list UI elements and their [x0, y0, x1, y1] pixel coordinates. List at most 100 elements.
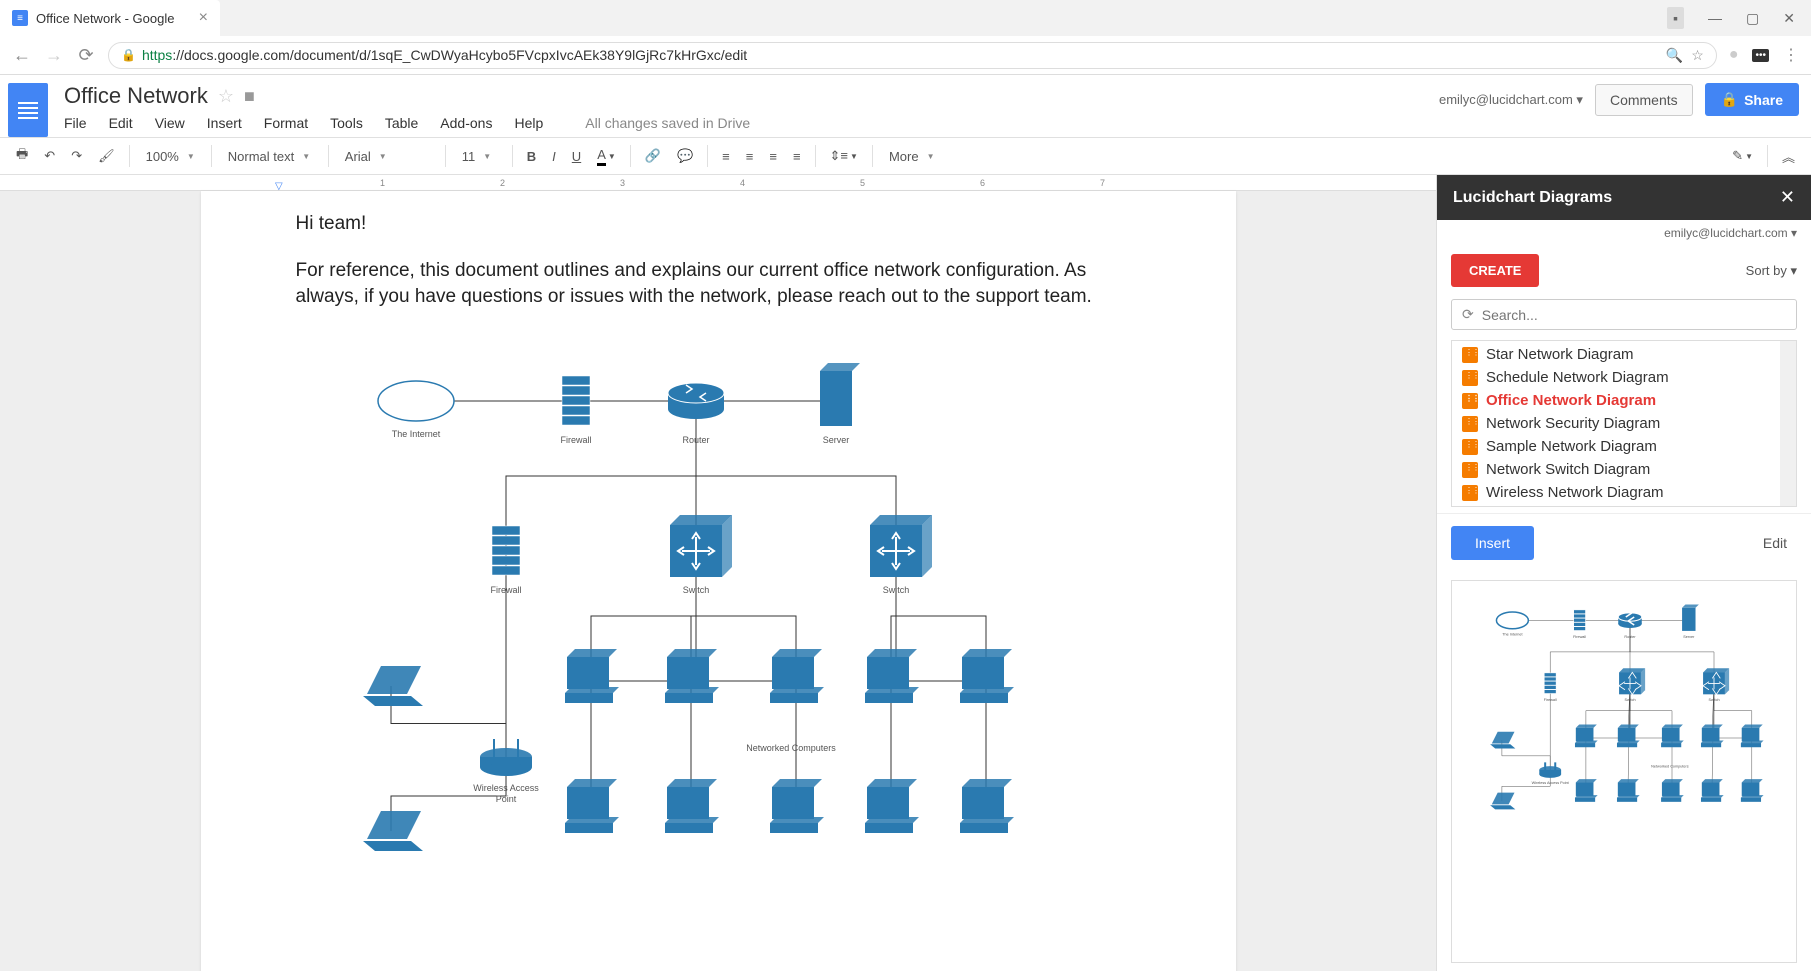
zoom-dropdown[interactable]: 100%▼ — [138, 145, 203, 168]
ruler-mark: 2 — [500, 178, 505, 188]
document-body[interactable]: Hi team! For reference, this document ou… — [296, 211, 1141, 311]
diagram-list-item[interactable]: Sample Network Diagram — [1452, 435, 1796, 458]
document-page[interactable]: Hi team! For reference, this document ou… — [201, 191, 1236, 971]
list-scrollbar[interactable] — [1780, 341, 1796, 506]
diagram-item-label: Network Switch Diagram — [1486, 461, 1650, 478]
svg-text:Wireless AccessPoint: Wireless AccessPoint — [473, 783, 539, 804]
star-icon[interactable]: ☆ — [218, 86, 234, 107]
diagram-list-item[interactable]: Wireless Network Diagram — [1452, 481, 1796, 504]
menu-file[interactable]: File — [64, 115, 87, 131]
bold-icon[interactable]: B — [521, 145, 542, 168]
minimize-icon[interactable]: — — [1708, 10, 1722, 26]
zoom-indicator-icon[interactable]: 🔍 — [1666, 47, 1683, 64]
undo-icon[interactable]: ↶ — [38, 144, 61, 168]
lucidchart-sidebar: Lucidchart Diagrams ✕ emilyc@lucidchart.… — [1436, 175, 1811, 971]
diagram-item-label: Office Network Diagram — [1486, 392, 1656, 409]
print-icon[interactable]: 🖶 — [10, 141, 34, 171]
extension-icon-1[interactable]: ● — [1729, 46, 1739, 64]
reload-icon[interactable]: ⟳ — [76, 45, 96, 66]
svg-text:Switch: Switch — [1624, 698, 1635, 702]
url-https: https — [142, 47, 172, 63]
svg-text:Switch: Switch — [1708, 698, 1719, 702]
link-icon[interactable]: 🔗 — [639, 144, 667, 168]
sidebar-close-icon[interactable]: ✕ — [1780, 187, 1795, 208]
menu-view[interactable]: View — [155, 115, 185, 131]
line-spacing-icon[interactable]: ⇕≡ ▼ — [824, 144, 864, 168]
insert-button[interactable]: Insert — [1451, 526, 1534, 560]
document-canvas: ▽ 1 2 3 4 5 6 7 Hi team! For reference, … — [0, 175, 1436, 971]
align-center-icon[interactable]: ≡ — [740, 145, 760, 168]
fontsize-dropdown[interactable]: 11▼ — [454, 145, 504, 168]
lock-share-icon: 🔒 — [1721, 91, 1738, 108]
close-window-icon[interactable]: ✕ — [1783, 10, 1795, 27]
window-controls: ▪ — ▢ ✕ — [1667, 7, 1811, 29]
menu-format[interactable]: Format — [264, 115, 308, 131]
diagram-list-item[interactable]: Network Security Diagram — [1452, 412, 1796, 435]
comments-button[interactable]: Comments — [1595, 84, 1693, 116]
folder-icon[interactable]: ■ — [244, 86, 255, 107]
document-title[interactable]: Office Network — [64, 83, 208, 109]
menu-help[interactable]: Help — [514, 115, 543, 131]
create-button[interactable]: CREATE — [1451, 254, 1539, 287]
docs-header: Office Network ☆ ■ File Edit View Insert… — [0, 75, 1811, 137]
tab-close-icon[interactable]: × — [199, 9, 208, 27]
sidebar-header: Lucidchart Diagrams ✕ — [1437, 175, 1811, 220]
align-left-icon[interactable]: ≡ — [716, 145, 736, 168]
user-email[interactable]: emilyc@lucidchart.com ▾ — [1439, 92, 1583, 108]
menu-insert[interactable]: Insert — [207, 115, 242, 131]
menu-table[interactable]: Table — [385, 115, 418, 131]
diagram-list-item[interactable]: Office Network Diagram — [1452, 389, 1796, 412]
ruler-mark: 4 — [740, 178, 745, 188]
maximize-icon[interactable]: ▢ — [1746, 10, 1759, 27]
ruler-mark: 5 — [860, 178, 865, 188]
menu-edit[interactable]: Edit — [109, 115, 133, 131]
account-icon[interactable]: ▪ — [1667, 7, 1684, 29]
svg-text:Networked Computers: Networked Computers — [746, 743, 836, 753]
italic-icon[interactable]: I — [546, 145, 562, 168]
svg-text:Switch: Switch — [882, 585, 909, 595]
edit-button[interactable]: Edit — [1763, 535, 1797, 551]
comment-icon[interactable]: 💬 — [671, 144, 699, 168]
search-input[interactable] — [1482, 307, 1786, 323]
refresh-icon[interactable]: ⟳ — [1462, 306, 1474, 323]
docs-logo-icon[interactable] — [8, 83, 48, 137]
embedded-diagram[interactable]: The InternetFirewallRouterServerFirewall… — [296, 331, 1141, 891]
forward-icon[interactable]: → — [44, 45, 64, 66]
url-input[interactable]: 🔒 https://docs.google.com/document/d/1sq… — [108, 42, 1717, 69]
paint-format-icon[interactable]: 🖌 — [92, 144, 121, 168]
align-right-icon[interactable]: ≡ — [763, 145, 783, 168]
diagram-list-item[interactable]: Star Network Diagram — [1452, 343, 1796, 366]
style-dropdown[interactable]: Normal text▼ — [220, 145, 320, 168]
diagram-list-item[interactable]: Network Switch Diagram — [1452, 458, 1796, 481]
svg-text:Firewall: Firewall — [1544, 698, 1557, 702]
font-dropdown[interactable]: Arial▼ — [337, 145, 437, 168]
network-diagram-svg: The InternetFirewallRouterServerFirewall… — [296, 331, 1116, 891]
extension-icon-2[interactable]: ••• — [1752, 49, 1769, 62]
sidebar-user-email[interactable]: emilyc@lucidchart.com ▾ — [1437, 220, 1811, 246]
editing-mode-icon[interactable]: ✎ ▼ — [1726, 144, 1759, 168]
menu-addons[interactable]: Add-ons — [440, 115, 492, 131]
diagram-list-item[interactable]: Schedule Network Diagram — [1452, 366, 1796, 389]
share-button[interactable]: 🔒Share — [1705, 83, 1799, 116]
svg-text:Switch: Switch — [682, 585, 709, 595]
preview-diagram-svg: The InternetFirewallRouterServerFirewall… — [1462, 591, 1792, 871]
more-dropdown[interactable]: More▼ — [881, 145, 943, 168]
diagram-item-label: Wireless Network Diagram — [1486, 484, 1664, 501]
tab-title: Office Network - Google — [36, 11, 174, 26]
bookmark-star-icon[interactable]: ☆ — [1691, 47, 1704, 64]
underline-icon[interactable]: U — [566, 145, 587, 168]
menu-tools[interactable]: Tools — [330, 115, 363, 131]
sidebar-title: Lucidchart Diagrams — [1453, 189, 1612, 207]
browser-tab[interactable]: ≡ Office Network - Google × — [0, 0, 220, 36]
sort-by-dropdown[interactable]: Sort by ▾ — [1746, 263, 1797, 279]
collapse-toolbar-icon[interactable]: ︽ — [1776, 143, 1801, 170]
svg-text:Server: Server — [822, 435, 849, 445]
align-justify-icon[interactable]: ≡ — [787, 145, 807, 168]
diagram-preview[interactable]: The InternetFirewallRouterServerFirewall… — [1451, 580, 1797, 963]
ruler-mark: 7 — [1100, 178, 1105, 188]
redo-icon[interactable]: ↷ — [65, 144, 88, 168]
back-icon[interactable]: ← — [12, 45, 32, 66]
text-color-icon[interactable]: A ▼ — [591, 143, 622, 170]
browser-menu-icon[interactable]: ⋮ — [1783, 45, 1799, 65]
search-box[interactable]: ⟳ — [1451, 299, 1797, 330]
